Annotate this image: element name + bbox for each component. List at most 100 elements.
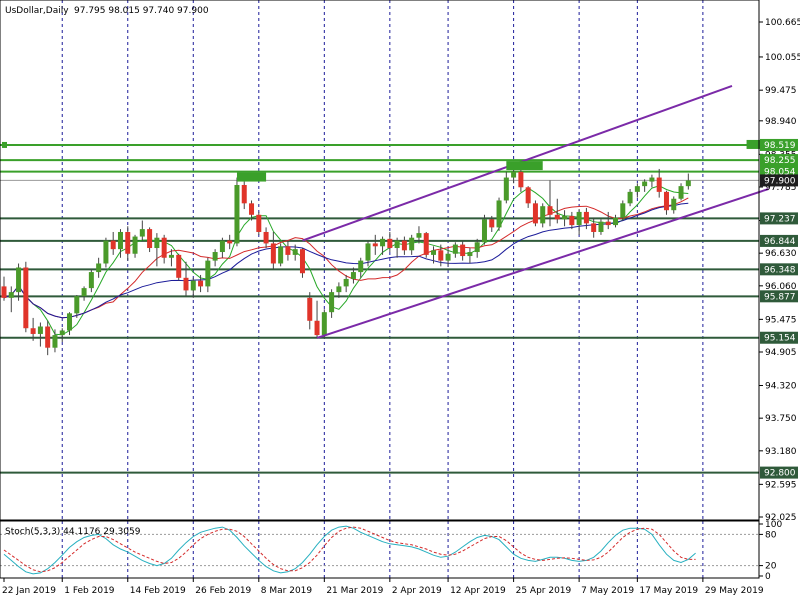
candle-body — [591, 223, 597, 232]
x-tick-label: 2 Apr 2019 — [392, 586, 442, 596]
y-tick-label: 93.750 — [765, 414, 797, 424]
price-label: 97.900 — [764, 176, 796, 186]
price-label-bg — [760, 174, 798, 187]
candle-body — [343, 278, 349, 287]
candle-body — [583, 211, 589, 224]
level-marker — [236, 172, 267, 182]
level-anchor-icon — [2, 141, 7, 148]
price-label-bg — [760, 138, 798, 151]
candle-body — [569, 215, 575, 226]
x-tick-label: 25 Apr 2019 — [516, 586, 572, 596]
price-label: 92.800 — [764, 469, 796, 479]
stoch-tick-label: 0 — [765, 572, 771, 582]
channel-lower-line — [316, 188, 769, 339]
x-tick-label: 14 Feb 2019 — [130, 586, 186, 596]
stoch-signal-line — [3, 526, 696, 573]
candle-body — [299, 249, 305, 274]
candle-body — [52, 335, 58, 348]
candle-body — [74, 296, 80, 314]
candle-body — [503, 177, 509, 201]
candle-body — [234, 184, 240, 244]
candle-body — [278, 246, 284, 264]
time-axis: 22 Jan 2019 1 Feb 2019 14 Feb 2019 26 Feb 2… — [2, 578, 764, 596]
y-tick-label: 94.320 — [765, 382, 797, 392]
price-label: 96.348 — [764, 265, 796, 275]
ohlc-readout: 97.795 98.015 97.740 97.900 — [74, 6, 209, 16]
candle-body — [350, 272, 356, 279]
candle-body — [285, 246, 291, 255]
sub-plot-frame — [0, 520, 760, 579]
y-tick-label: 92.595 — [765, 480, 797, 490]
candle-body — [358, 260, 364, 273]
candle-body — [620, 203, 626, 218]
candle-body — [511, 171, 517, 178]
candle-body — [132, 236, 138, 254]
price-label: 96.844 — [764, 237, 796, 247]
candle-body — [656, 177, 662, 192]
candle-body — [380, 238, 386, 247]
candle-body — [8, 292, 14, 298]
price-axis: 100.665100.05599.47598.94098.35597.78597… — [759, 18, 800, 582]
candle-body — [532, 203, 538, 224]
stoch-tick-label: 100 — [765, 520, 782, 530]
candle-body — [88, 272, 94, 289]
candle-body — [1, 286, 7, 298]
candle-body — [416, 233, 422, 238]
candle-body — [270, 243, 276, 264]
candle-body — [249, 203, 255, 215]
price-label-bg — [760, 234, 798, 247]
candle-body — [613, 217, 619, 226]
candle-body — [663, 191, 669, 211]
candle-body — [496, 200, 502, 228]
candle-body — [161, 237, 167, 258]
candle-body — [154, 237, 160, 249]
candle-body — [489, 219, 495, 228]
candle-body — [176, 254, 182, 278]
y-tick-label: 98.940 — [765, 117, 797, 127]
y-tick-label: 100.665 — [765, 18, 800, 28]
candle-body — [605, 221, 611, 226]
x-tick-label: 12 Apr 2019 — [450, 586, 506, 596]
candle-body — [37, 326, 43, 334]
candle-body — [423, 233, 429, 255]
candle-body — [467, 252, 473, 257]
y-tick-label: 96.060 — [765, 282, 797, 292]
candle-body — [147, 229, 153, 249]
y-tick-label: 93.180 — [765, 447, 797, 457]
price-label-bg — [760, 154, 798, 167]
candle-body — [117, 231, 123, 250]
candle-body — [474, 242, 480, 253]
candle-body — [219, 240, 225, 253]
horizontal-levels[interactable] — [0, 141, 759, 474]
candle-body — [329, 292, 335, 313]
stoch-tick-label: 80 — [765, 530, 777, 540]
y-tick-label: 95.475 — [765, 315, 797, 325]
x-tick-label: 26 Feb 2019 — [195, 586, 251, 596]
candle-body — [241, 184, 247, 204]
candle-body — [198, 280, 204, 287]
axes — [0, 0, 760, 579]
main-plot-frame — [0, 0, 760, 521]
candle-body — [460, 244, 466, 257]
candle-body — [110, 240, 116, 250]
stoch-label: Stoch(5,3,3) 44.1176 29.3059 — [5, 527, 141, 537]
candle-body — [227, 240, 233, 244]
candle-body — [81, 288, 87, 297]
candle-body — [263, 231, 269, 244]
candle-body — [649, 177, 655, 182]
candle-body — [314, 320, 320, 336]
price-label-bg — [760, 331, 798, 344]
vertical-grid — [61, 0, 704, 578]
candle-body — [685, 180, 691, 187]
candle-body — [96, 263, 102, 273]
x-tick-label: 17 May 2019 — [639, 586, 698, 596]
candle-body — [525, 187, 531, 204]
candle-body — [103, 240, 109, 264]
price-label: 98.519 — [764, 141, 796, 151]
candle-body — [576, 211, 582, 226]
candle-body — [23, 267, 29, 329]
candle-body — [372, 243, 378, 247]
candle-body — [671, 198, 677, 211]
